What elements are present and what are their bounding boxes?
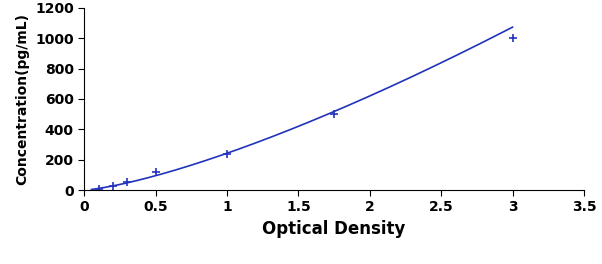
X-axis label: Optical Density: Optical Density [262,220,406,238]
Y-axis label: Concentration(pg/mL): Concentration(pg/mL) [16,13,29,185]
